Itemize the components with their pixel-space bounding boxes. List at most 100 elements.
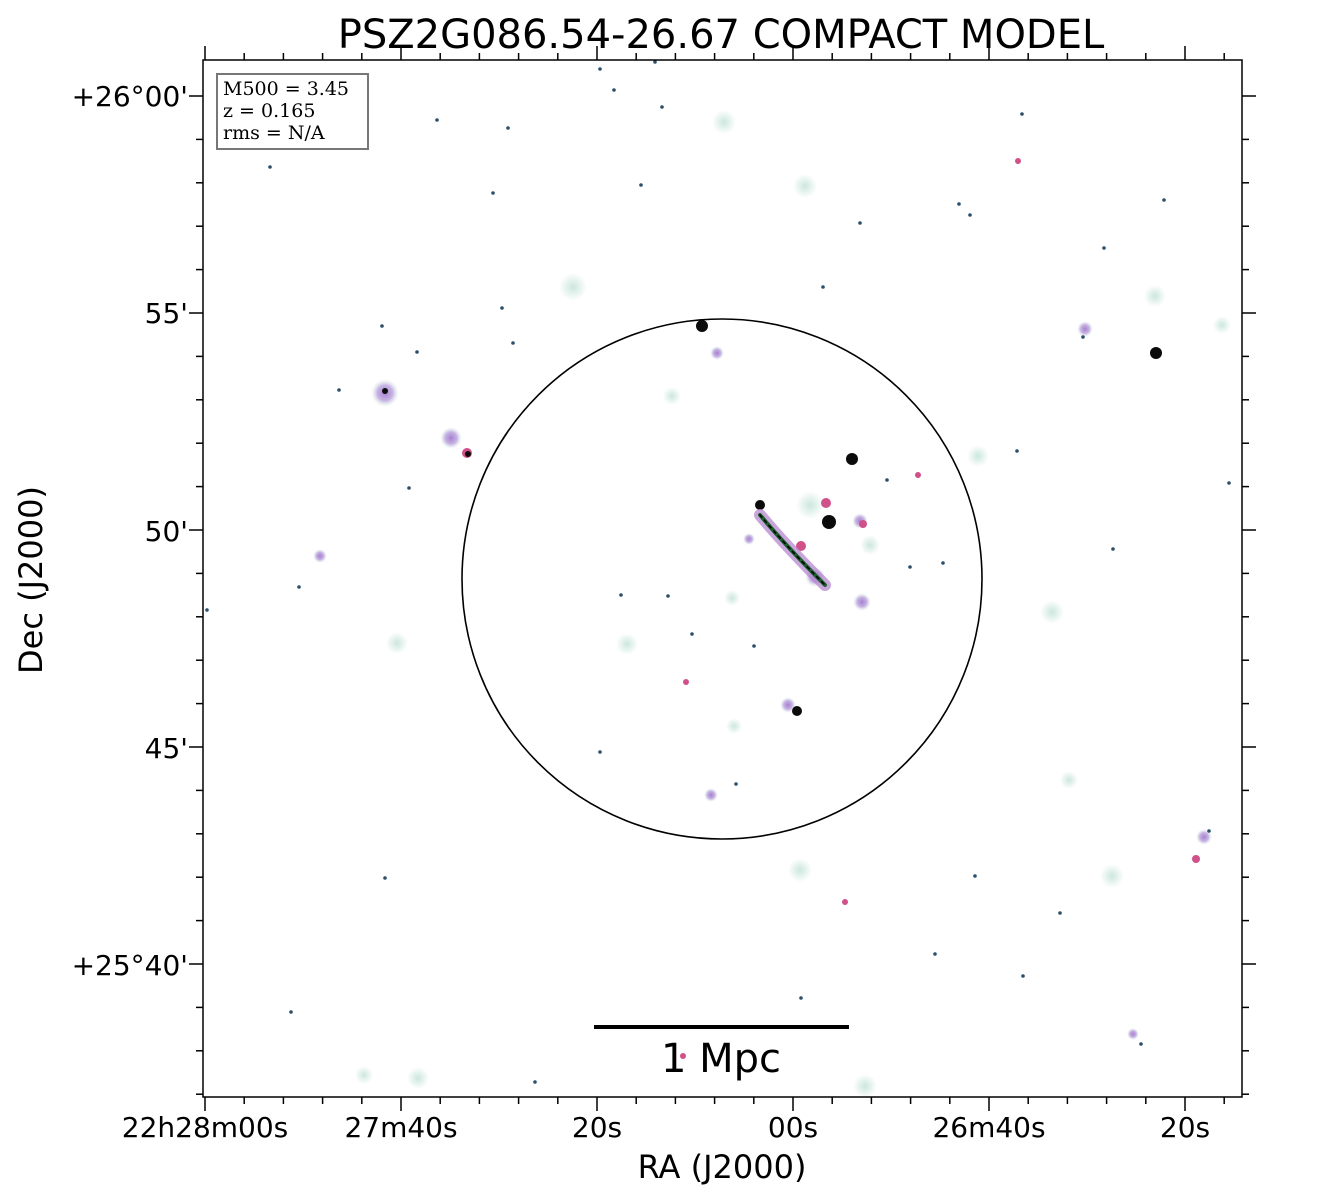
- radio-source: [683, 679, 689, 685]
- radio-sources: [205, 60, 1231, 1098]
- radio-source: [313, 549, 327, 563]
- radio-source: [511, 341, 515, 345]
- radio-source: [846, 453, 858, 465]
- radio-source: [1020, 112, 1024, 116]
- radio-source: [533, 1080, 537, 1084]
- radio-source: [710, 346, 724, 360]
- x-tick-label: 26m40s: [932, 1111, 1045, 1144]
- radio-source: [792, 706, 802, 716]
- info-redshift: z = 0.165: [223, 100, 315, 122]
- radio-source: [690, 632, 694, 636]
- y-tick-label: 50': [145, 515, 188, 548]
- r500-circle: [461, 318, 983, 840]
- x-tick-label: 20s: [572, 1111, 622, 1144]
- plot-title: PSZ2G086.54-26.67 COMPACT MODEL: [338, 12, 1105, 58]
- radio-source: [853, 593, 871, 611]
- radio-source: [759, 514, 826, 586]
- radio-source: [1150, 347, 1162, 359]
- radio-source: [1081, 335, 1085, 339]
- radio-source: [383, 876, 387, 880]
- radio-source: [1100, 864, 1124, 888]
- radio-source: [1207, 829, 1211, 833]
- radio-source: [743, 533, 755, 545]
- axis-ticks: [189, 46, 1256, 1111]
- radio-source: [933, 952, 937, 956]
- radio-source: [908, 565, 912, 569]
- radio-source: [660, 105, 664, 109]
- radio-source: [598, 750, 602, 754]
- radio-source: [1015, 449, 1019, 453]
- radio-source: [491, 191, 495, 195]
- x-tick-label: 20s: [1160, 1111, 1210, 1144]
- radio-source: [1040, 600, 1064, 624]
- radio-source: [435, 118, 439, 122]
- radio-source: [734, 782, 738, 786]
- radio-source: [666, 594, 670, 598]
- radio-source: [968, 213, 972, 217]
- radio-source: [885, 478, 889, 482]
- scale-bar-label: 1 Mpc: [661, 1036, 781, 1082]
- radio-source: [1213, 316, 1231, 334]
- radio-source: [1015, 158, 1021, 164]
- radio-source: [1139, 1042, 1143, 1046]
- radio-source: [598, 67, 602, 71]
- radio-source: [440, 427, 462, 449]
- y-tick-label: +26°00': [72, 80, 188, 113]
- radio-source: [297, 585, 301, 589]
- radio-source: [415, 350, 419, 354]
- radio-source: [506, 126, 510, 130]
- radio-source: [696, 320, 708, 332]
- radio-source: [653, 60, 657, 64]
- radio-source: [704, 788, 718, 802]
- radio-source: [1111, 547, 1115, 551]
- radio-source: [465, 451, 471, 457]
- radio-source: [821, 498, 831, 508]
- x-axis-label: RA (J2000): [638, 1148, 807, 1186]
- radio-source: [1102, 246, 1106, 250]
- radio-source: [859, 520, 867, 528]
- radio-source: [289, 1010, 293, 1014]
- radio-source: [788, 858, 812, 882]
- info-box: M500 = 3.45 z = 0.165 rms = N/A: [216, 73, 369, 150]
- info-rms: rms = N/A: [223, 122, 325, 144]
- x-tick-labels: 22h28m00s 27m40s 20s 00s 26m40s 20s: [122, 1111, 1210, 1144]
- radio-source: [755, 500, 765, 510]
- x-tick-label: 27m40s: [344, 1111, 457, 1144]
- radio-source: [355, 1066, 373, 1084]
- radio-source: [382, 388, 388, 394]
- radio-source: [860, 535, 880, 555]
- radio-source: [793, 174, 817, 198]
- radio-source: [1227, 481, 1231, 485]
- radio-source: [386, 632, 408, 654]
- scale-bar: 1 Mpc: [594, 1025, 849, 1082]
- radio-source: [726, 718, 742, 734]
- radio-source: [821, 285, 825, 289]
- radio-source: [796, 491, 824, 519]
- radio-source: [1058, 911, 1062, 915]
- y-tick-labels: +26°00' 55' 50' 45' +25°40': [72, 80, 188, 982]
- radio-source: [712, 110, 736, 134]
- info-m500: M500 = 3.45: [223, 78, 349, 100]
- y-tick-label: 55': [145, 297, 188, 330]
- radio-source: [1196, 829, 1212, 845]
- radio-source: [957, 202, 961, 206]
- radio-source: [967, 445, 989, 467]
- radio-source: [337, 388, 341, 392]
- radio-source: [407, 1067, 429, 1089]
- radio-source: [500, 306, 504, 310]
- radio-source: [639, 183, 643, 187]
- radio-source: [619, 593, 623, 597]
- plot-frame: [202, 59, 1243, 1098]
- radio-source: [680, 1053, 686, 1059]
- radio-source: [380, 324, 384, 328]
- radio-source: [724, 590, 740, 606]
- radio-source: [1060, 771, 1078, 789]
- radio-source: [796, 541, 806, 551]
- radio-source: [559, 273, 587, 301]
- radio-source: [853, 1074, 877, 1098]
- y-tick-label: 45': [145, 732, 188, 765]
- image-area: [203, 60, 1242, 1097]
- radio-source: [205, 608, 209, 612]
- radio-source: [973, 874, 977, 878]
